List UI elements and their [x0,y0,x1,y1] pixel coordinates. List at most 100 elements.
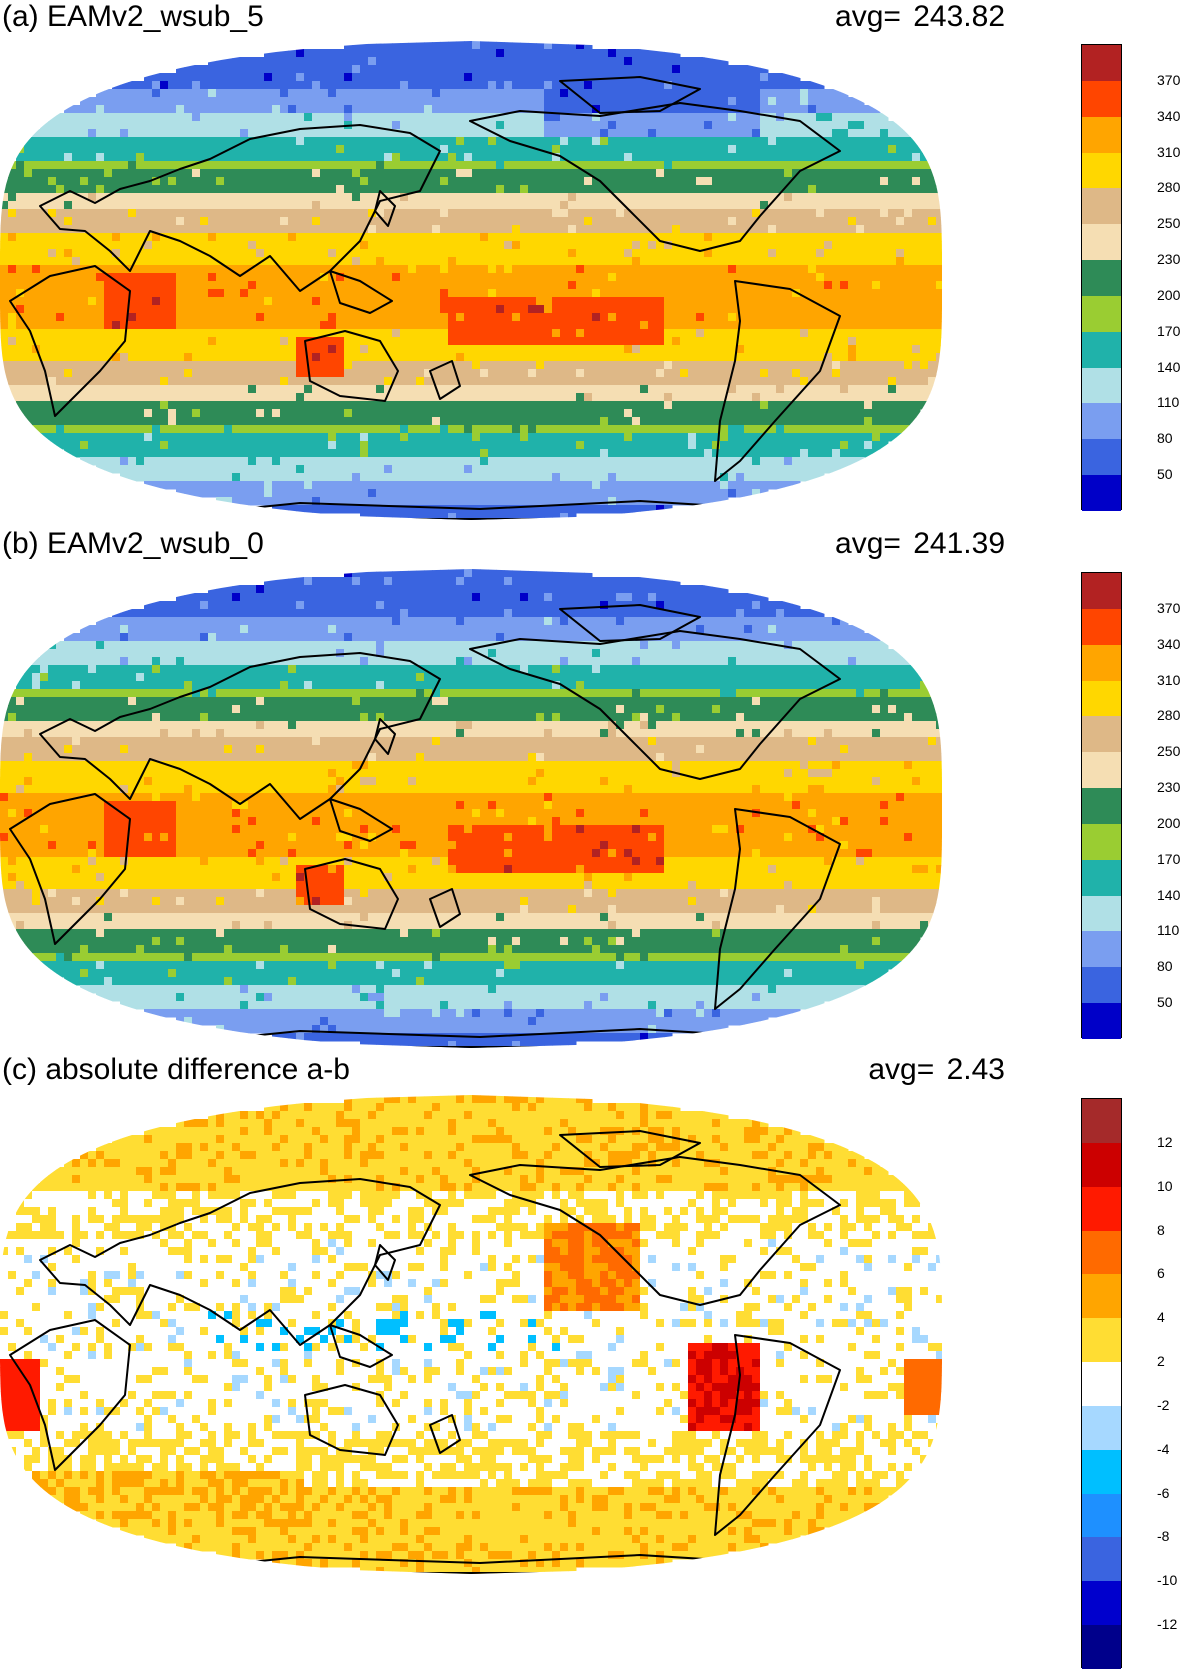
coastline [429,360,461,400]
colorbar-bin [1082,1449,1121,1495]
colorbar-bin [1082,752,1121,789]
panel-b-colorbar [1081,572,1122,1040]
colorbar-bin [1082,859,1121,897]
coastline [304,330,399,402]
colorbar-bin [1082,573,1121,610]
coastline [469,102,841,252]
coastline [304,858,399,930]
colorbar-tick-label: 310 [1157,671,1181,688]
field-cells [0,41,942,520]
coastline [469,1156,841,1306]
coastline [329,1324,393,1368]
coastline [469,630,841,780]
panel-b-average: avg= 241.39 [835,527,1005,560]
panel-a-average: avg= 243.82 [835,0,1005,33]
colorbar-bin [1082,1003,1121,1040]
colorbar-tick-label: 250 [1157,743,1181,760]
colorbar-tick-label: 230 [1157,779,1181,796]
colorbar-bin [1082,45,1121,82]
colorbar-tick-label: 370 [1157,599,1181,616]
colorbar-tick-label: 110 [1157,922,1180,939]
colorbar-bin [1082,1186,1121,1232]
colorbar-bin [1082,403,1121,440]
coastline [9,265,131,417]
colorbar-bin [1082,260,1121,297]
colorbar-bin [1082,1625,1121,1670]
colorbar-tick-label: -8 [1157,1528,1170,1545]
panel-c-map [0,1095,942,1574]
colorbar-bin [1082,1362,1121,1407]
panel-b-title: (b) EAMv2_wsub_0 [2,527,264,560]
colorbar-tick-label: -12 [1157,1616,1178,1633]
coastline [714,1334,841,1536]
colorbar-tick-label: 200 [1157,286,1181,303]
panel-b-map [0,569,942,1048]
field-cells [0,569,942,1048]
colorbar-bin [1082,152,1121,189]
colorbar-bin [1082,895,1121,932]
colorbar-tick-label: 12 [1157,1133,1173,1150]
coastline [9,793,131,945]
colorbar-bin [1082,680,1121,717]
colorbar-bin [1082,188,1121,225]
panel-a-colorbar [1081,44,1122,512]
colorbar-tick-label: 230 [1157,251,1181,268]
colorbar-tick-label: 340 [1157,107,1181,124]
colorbar-bin [1082,116,1121,154]
colorbar-tick-label: 4 [1157,1309,1165,1326]
colorbar-tick-label: 310 [1157,143,1181,160]
colorbar-tick-label: 340 [1157,635,1181,652]
panel-b: (b) EAMv2_wsub_0 avg= 241.39 [0,527,1122,1048]
colorbar-tick-label: 250 [1157,215,1181,232]
coastline [304,1384,399,1456]
panel-c-title: (c) absolute difference a-b [2,1053,350,1086]
colorbar-tick-label: 2 [1157,1353,1165,1370]
colorbar-bin [1082,967,1121,1004]
colorbar-tick-label: 170 [1157,850,1181,867]
coastline [559,604,701,642]
colorbar-tick-label: 110 [1157,394,1180,411]
colorbar-tick-label: 80 [1157,958,1173,975]
colorbar-bin [1082,644,1121,682]
colorbar-bin [1082,475,1121,512]
colorbar-bin [1082,788,1121,825]
colorbar-bin [1082,1493,1121,1538]
colorbar-bin [1082,295,1121,333]
colorbar-tick-label: -4 [1157,1440,1170,1457]
colorbar-bin [1082,608,1121,646]
colorbar-bin [1082,1142,1121,1188]
colorbar-tick-label: 80 [1157,430,1173,447]
colorbar-bin [1082,1274,1121,1319]
coastline [39,124,441,292]
colorbar-bin [1082,331,1121,369]
colorbar-tick-label: 6 [1157,1265,1165,1282]
panel-a-map [0,41,942,520]
coastline [374,1244,396,1281]
colorbar-bin [1082,1537,1121,1582]
colorbar-bin [1082,80,1121,118]
panel-a-title: (a) EAMv2_wsub_5 [2,0,264,33]
coastline [559,1130,701,1168]
coastline [714,808,841,1010]
colorbar-bin [1082,931,1121,968]
coastline [429,888,461,928]
panel-c-average: avg= 2.43 [868,1053,1005,1086]
colorbar-tick-label: 50 [1157,466,1173,483]
coastline [39,1178,441,1346]
colorbar-bin [1082,1405,1121,1451]
colorbar-tick-label: -6 [1157,1484,1170,1501]
colorbar-tick-label: 8 [1157,1221,1165,1238]
colorbar-tick-label: 280 [1157,179,1181,196]
coastline [429,1414,461,1454]
colorbar-bin [1082,1230,1121,1275]
coastline [374,190,396,227]
field-cells [0,1095,942,1574]
colorbar-bin [1082,367,1121,404]
coastline [559,76,701,114]
panel-c-colorbar [1081,1098,1122,1670]
coastline [714,280,841,482]
colorbar-tick-label: 200 [1157,814,1181,831]
colorbar-tick-label: 370 [1157,71,1181,88]
colorbar-bin [1082,1581,1121,1626]
colorbar-tick-label: 10 [1157,1177,1173,1194]
